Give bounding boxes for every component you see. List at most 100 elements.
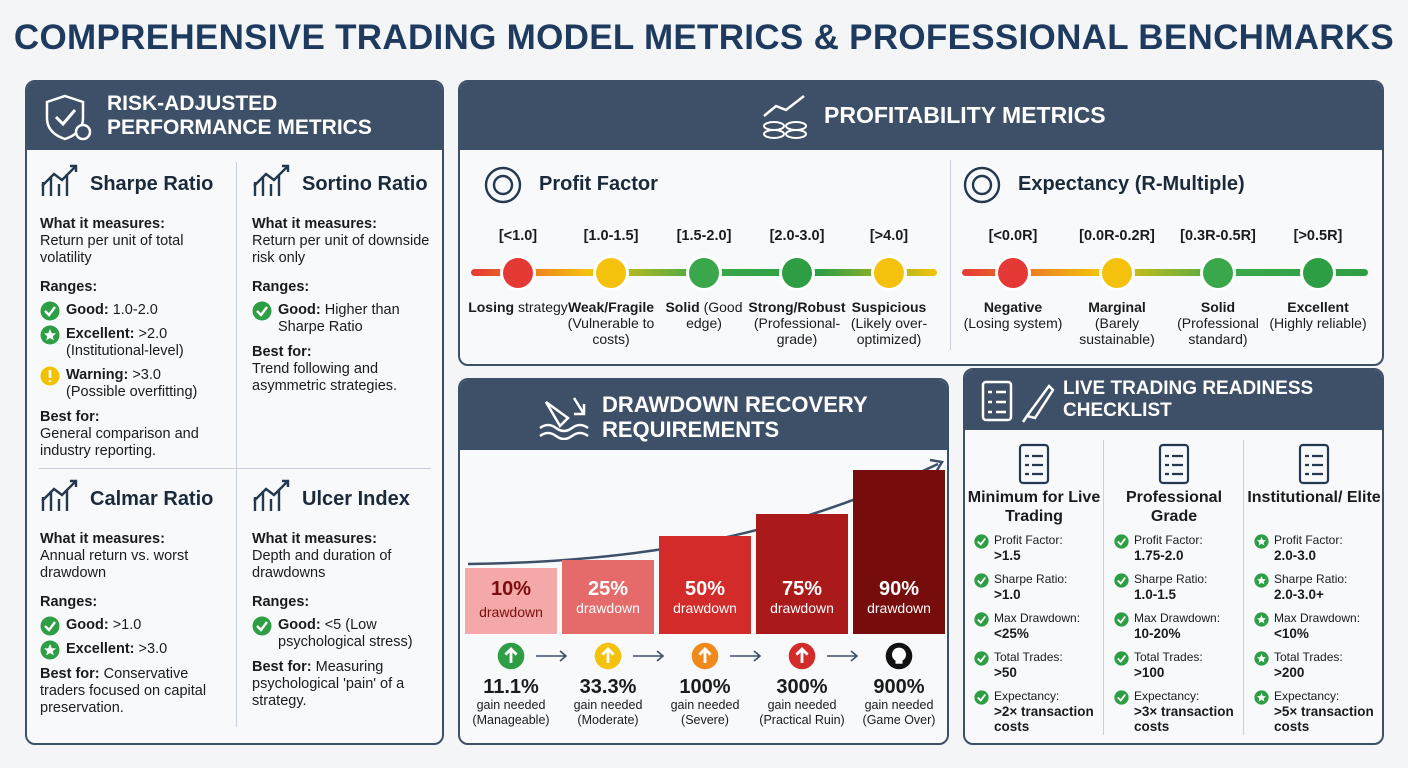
icon-circle [252,301,272,321]
gain-label: gain needed [670,698,740,712]
drawdown-unit: drawdown [576,600,640,616]
icon-circle [1114,573,1129,588]
column-icon [1158,443,1190,485]
clipboard-lines [1165,454,1183,476]
icon-circle [40,301,60,321]
drawdown-header-text: DRAWDOWN RECOVERY REQUIREMENTS [602,392,868,442]
item-value: >3× transaction costs [1134,704,1234,734]
scale-range: [0.3R-0.5R] [1180,228,1256,244]
range-label: Excellent: [66,326,135,342]
metric-name: Sortino Ratio [302,173,428,195]
scale-label-text: Suspicious (Likely over-optimized) [850,299,928,347]
scale-dot [1300,255,1336,291]
shield-icon [45,94,92,141]
drawdown-unit: drawdown [770,600,834,616]
range-row: Good: Higher than Sharpe Ratio [252,301,432,336]
scale-label-text: Solid (Professional standard) [1177,299,1259,347]
curve-arrow [929,458,945,473]
gain-label: gain needed [767,698,837,712]
icon-circle [974,612,989,627]
ranges-label: Ranges: [252,594,310,610]
item-value: >50 [994,665,1017,680]
risk-header-text: RISK-ADJUSTED PERFORMANCE METRICS [107,92,372,139]
scale-range: [0.0R-0.2R] [1079,228,1155,244]
divider [1103,440,1104,735]
range-row: Warning: >3.0 (Possible overfitting) [40,366,220,401]
item-label: Expectancy: [994,689,1060,703]
status-icon [252,616,272,636]
icon-lines [41,164,78,196]
divider [1243,440,1244,735]
gain-label: gain needed [476,698,546,712]
icon-check [1117,615,1126,624]
scale-label-head: Solid [1200,299,1236,315]
scale-label-head: Marginal [1088,299,1146,315]
gain-note: (Severe) [681,713,729,727]
item-value: >2× transaction costs [994,704,1094,734]
item-label: Total Trades: [1274,650,1343,664]
best-text: Measuring psychological 'pain' of a stra… [252,659,405,709]
range-text: >3.0 (Possible overfitting) [66,367,198,400]
item-label: Sharpe Ratio: [994,572,1068,586]
what-label: What it measures: [40,531,165,547]
drawdown-pct: 25% [587,578,629,600]
best-label: Best for: [40,666,100,682]
gain-label: gain needed [573,698,643,712]
gain-value: 100% [679,676,731,698]
sinking-icon [539,397,589,440]
waves [539,423,589,440]
item-label: Profit Factor: [994,533,1063,547]
status-icon [1254,651,1269,666]
item-value: <25% [994,626,1029,641]
clipboard [1018,443,1050,485]
range-label: Warning: [66,367,129,383]
item-label: Sharpe Ratio: [1274,572,1348,586]
item-label: Total Trades: [994,650,1063,664]
what-text: Depth and duration of drawdowns [252,548,392,581]
icon-star [1257,693,1266,702]
scale-line [962,269,1368,276]
scale-label-text: Weak/Fragile (Vulnerable to costs) [567,299,655,347]
icon-check [977,654,986,663]
dot [782,258,812,288]
icon-circle [40,616,60,636]
icon-circle [974,690,989,705]
checklist-header: LIVE TRADING READINESS CHECKLIST [965,370,1382,430]
scale-dot [686,255,722,291]
scale-label-head: Strong/Robust [748,299,846,315]
rocket [1021,384,1055,423]
scale-label-text: Strong/Robust (Professional-grade) [748,299,846,347]
item-value: 1.75-2.0 [1134,548,1184,563]
item-value: >5× transaction costs [1274,704,1374,734]
drawdown-unit: drawdown [673,600,737,616]
range-text: <5 (Low psychological stress) [278,617,413,650]
drawdown-bar [756,514,848,634]
status-icon [40,301,60,321]
profitability-panel: PROFITABILITY METRICS [458,80,1384,366]
best-text: General comparison and industry reportin… [40,426,199,459]
range-label: Excellent: [66,641,135,657]
icon-circle [1114,534,1129,549]
what-label: What it measures: [252,216,377,232]
best-for: Best for: Trend following and asymmetric … [252,344,432,395]
item-value: <10% [1274,626,1309,641]
scale-dot [779,255,815,291]
icon-circle [252,616,272,636]
scale-label: Strong/Robust (Professional-grade) [747,299,847,347]
clipboard-lines [1025,454,1043,476]
scale-label: Marginal (Barely sustainable) [1067,299,1167,347]
risk-header: RISK-ADJUSTED PERFORMANCE METRICS [27,82,442,150]
arrow-path [633,650,665,662]
metric-body: What it measures: Depth and duration of d… [252,531,432,710]
scale-label-head: Solid [665,299,700,315]
icon-circle [1114,690,1129,705]
icon-ring [484,166,522,204]
clipboard [1298,443,1330,485]
dot [1303,258,1333,288]
scale-label-head: Excellent [1287,299,1349,315]
gain-note: (Moderate) [577,713,639,727]
scale-dot [1099,255,1135,291]
arrow-path [730,650,762,662]
